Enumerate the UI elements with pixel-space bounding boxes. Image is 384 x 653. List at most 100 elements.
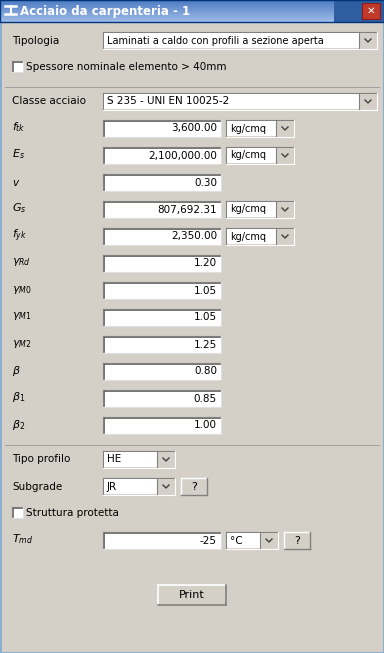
Bar xyxy=(0,18,334,19)
Bar xyxy=(226,147,294,164)
Text: 3,600.00: 3,600.00 xyxy=(171,123,217,133)
Bar xyxy=(103,363,221,380)
Bar xyxy=(227,229,276,244)
Bar xyxy=(227,533,260,548)
Text: Acciaio da carpenteria - 1: Acciaio da carpenteria - 1 xyxy=(20,5,190,18)
Bar xyxy=(12,61,23,72)
Text: Classe acciaio: Classe acciaio xyxy=(12,97,86,106)
Bar xyxy=(103,255,221,272)
Bar xyxy=(362,3,380,19)
Text: $\gamma_{M0}$: $\gamma_{M0}$ xyxy=(12,283,31,296)
Bar xyxy=(226,228,294,245)
Bar xyxy=(103,120,221,137)
Bar xyxy=(276,121,293,136)
Bar xyxy=(0,0,384,22)
Bar xyxy=(103,451,175,468)
Bar xyxy=(227,202,276,217)
Bar xyxy=(103,336,221,353)
Text: JR: JR xyxy=(107,481,117,492)
Text: S 235 - UNI EN 10025-2: S 235 - UNI EN 10025-2 xyxy=(107,97,229,106)
Bar xyxy=(0,10,334,11)
Text: 1.25: 1.25 xyxy=(194,340,217,349)
Bar xyxy=(334,0,384,22)
Text: 1.20: 1.20 xyxy=(194,259,217,268)
Bar xyxy=(103,228,221,245)
Bar xyxy=(103,390,221,407)
Text: $\beta_2$: $\beta_2$ xyxy=(12,417,25,432)
Text: kg/cmq: kg/cmq xyxy=(230,204,266,214)
Text: Tipo profilo: Tipo profilo xyxy=(12,454,70,464)
Bar xyxy=(104,33,359,48)
Text: v: v xyxy=(12,178,18,187)
Text: $\gamma_{M1}$: $\gamma_{M1}$ xyxy=(12,310,31,323)
Bar xyxy=(158,585,226,605)
Bar xyxy=(359,94,376,109)
Bar xyxy=(359,33,376,48)
Bar xyxy=(0,20,334,21)
Bar xyxy=(12,507,23,518)
Text: Subgrade: Subgrade xyxy=(12,481,62,492)
Text: Tipologia: Tipologia xyxy=(12,35,59,46)
Bar xyxy=(227,148,276,163)
Text: $f_{tk}$: $f_{tk}$ xyxy=(12,121,26,135)
Text: kg/cmq: kg/cmq xyxy=(230,150,266,161)
Text: $G_s$: $G_s$ xyxy=(12,202,26,215)
Text: Laminati a caldo con profili a sezione aperta: Laminati a caldo con profili a sezione a… xyxy=(107,35,324,46)
Bar xyxy=(104,479,157,494)
Bar xyxy=(0,5,334,6)
Bar xyxy=(103,93,377,110)
Text: 1.00: 1.00 xyxy=(194,421,217,430)
Bar xyxy=(276,148,293,163)
Text: 0.30: 0.30 xyxy=(194,178,217,187)
Text: 2,350.00: 2,350.00 xyxy=(171,232,217,242)
Bar xyxy=(0,17,334,18)
Bar xyxy=(226,532,278,549)
Bar xyxy=(0,9,334,10)
Text: °C: °C xyxy=(230,535,243,545)
Bar xyxy=(103,282,221,299)
Bar xyxy=(103,532,221,549)
Bar xyxy=(226,120,294,137)
Bar xyxy=(0,14,334,15)
Text: $\beta$: $\beta$ xyxy=(12,364,21,377)
Text: Spessore nominale elemento > 40mm: Spessore nominale elemento > 40mm xyxy=(26,61,227,71)
Text: ✕: ✕ xyxy=(367,6,376,16)
Bar xyxy=(0,13,334,14)
Bar xyxy=(103,309,221,326)
Text: 0.85: 0.85 xyxy=(194,394,217,404)
Bar xyxy=(103,147,221,164)
Bar xyxy=(0,6,334,7)
Bar xyxy=(103,174,221,191)
Bar xyxy=(276,202,293,217)
Text: 807,692.31: 807,692.31 xyxy=(157,204,217,214)
Bar xyxy=(103,478,175,495)
Bar xyxy=(0,4,334,5)
Text: Struttura protetta: Struttura protetta xyxy=(26,507,119,517)
Text: $\gamma_{M2}$: $\gamma_{M2}$ xyxy=(12,338,31,349)
Bar xyxy=(103,417,221,434)
Bar xyxy=(104,94,359,109)
Bar xyxy=(0,1,334,2)
Bar xyxy=(227,121,276,136)
Bar xyxy=(226,201,294,218)
Text: $f_{yk}$: $f_{yk}$ xyxy=(12,227,27,244)
Text: $E_s$: $E_s$ xyxy=(12,148,25,161)
Text: 0.80: 0.80 xyxy=(194,366,217,377)
Bar xyxy=(0,8,334,9)
Bar xyxy=(157,479,174,494)
Text: 1.05: 1.05 xyxy=(194,285,217,296)
Bar xyxy=(284,532,310,549)
Text: 1.05: 1.05 xyxy=(194,313,217,323)
Bar xyxy=(0,15,334,16)
Text: $\gamma_{Rd}$: $\gamma_{Rd}$ xyxy=(12,257,31,268)
Bar xyxy=(0,21,334,22)
Bar xyxy=(0,16,334,17)
Bar xyxy=(260,533,277,548)
Bar xyxy=(104,452,157,467)
Bar xyxy=(0,7,334,8)
Text: HE: HE xyxy=(107,454,121,464)
Text: $T_{md}$: $T_{md}$ xyxy=(12,533,33,547)
Bar xyxy=(0,12,334,13)
Bar xyxy=(0,3,334,4)
Bar xyxy=(0,11,334,12)
